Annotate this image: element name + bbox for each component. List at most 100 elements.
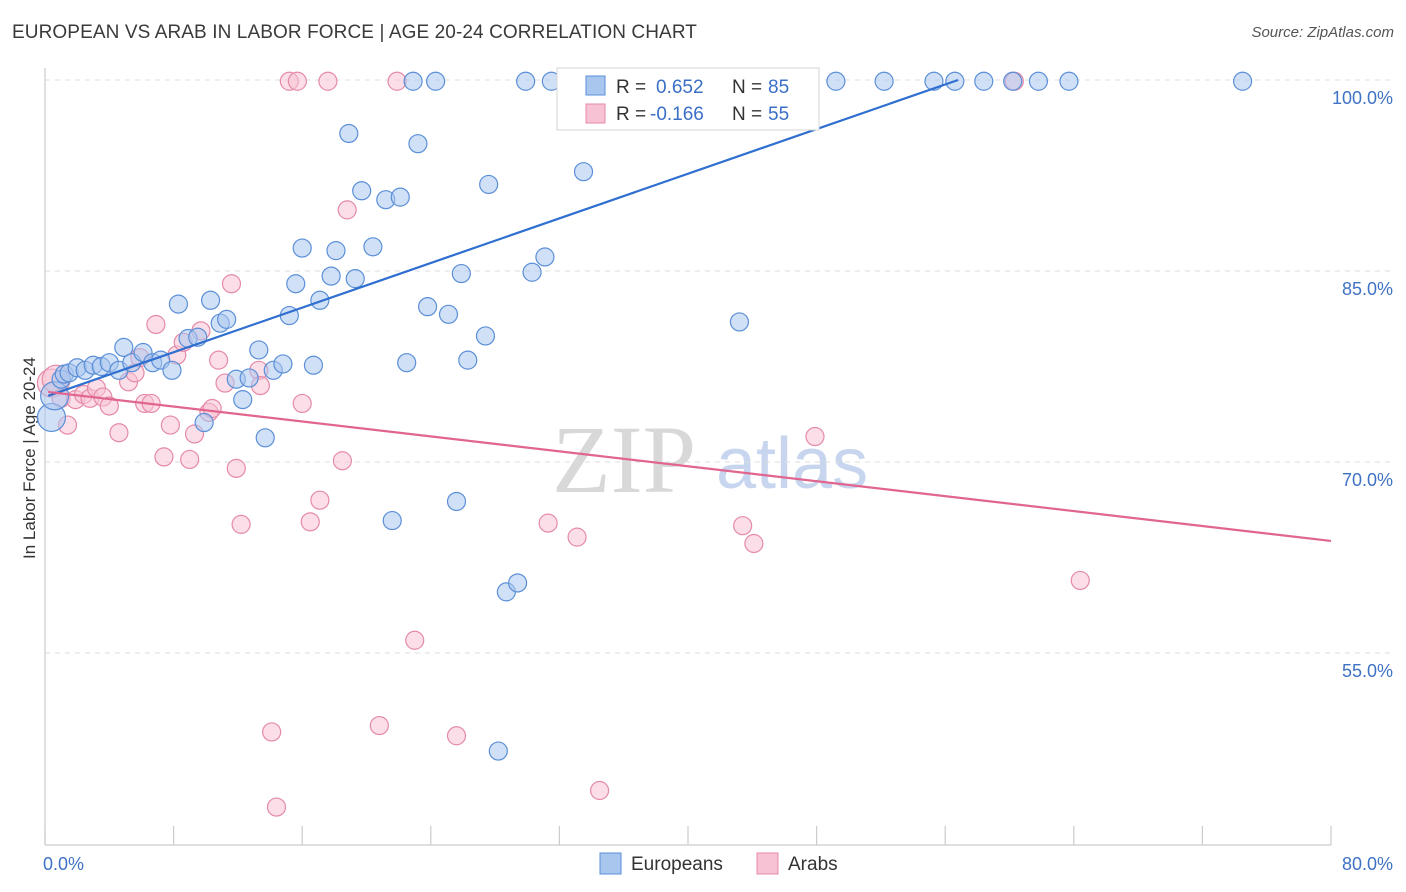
- arab-point: [733, 516, 753, 536]
- european-point: [451, 263, 471, 284]
- arab-point: [209, 350, 229, 370]
- european-point: [417, 297, 438, 317]
- european-point: [239, 368, 259, 388]
- arab-point: [300, 512, 320, 532]
- european-point: [1003, 71, 1023, 91]
- european-point: [303, 355, 324, 375]
- legend-bottom-europeans-swatch: [599, 852, 622, 875]
- european-point: [438, 304, 459, 324]
- arab-point: [154, 447, 174, 467]
- european-point: [826, 71, 846, 91]
- y-axis-title: In Labor Force | Age 20-24: [20, 357, 39, 559]
- legend-europeans-r-label: R =: [616, 77, 646, 98]
- european-point: [339, 123, 359, 144]
- european-point: [1232, 71, 1253, 91]
- european-point: [446, 491, 467, 512]
- european-point: [408, 134, 428, 154]
- european-point: [273, 354, 293, 374]
- arab-point: [567, 527, 587, 547]
- european-point: [286, 274, 306, 294]
- european-point: [516, 71, 536, 91]
- european-point: [249, 340, 269, 360]
- arab-point: [231, 514, 251, 534]
- arab-point: [221, 274, 242, 294]
- european-point: [168, 294, 189, 314]
- arab-point: [446, 726, 467, 746]
- trendline-arabs: [48, 390, 1332, 543]
- european-point: [310, 290, 330, 310]
- european-point: [233, 390, 253, 410]
- legend-europeans-swatch: [585, 75, 606, 96]
- legend-arabs-r-label: R =: [616, 104, 646, 125]
- european-point: [522, 262, 542, 282]
- arab-point: [589, 780, 610, 801]
- arab-point: [318, 71, 338, 91]
- legend-europeans-r-value: 0.652: [656, 77, 704, 98]
- arab-point: [744, 533, 764, 554]
- european-point: [397, 353, 417, 373]
- european-point: [382, 510, 402, 531]
- european-point: [352, 181, 372, 201]
- legend-arabs-n-value: 55: [768, 104, 789, 125]
- source-label: Source: ZipAtlas.com: [1251, 24, 1394, 41]
- arab-point: [262, 722, 282, 742]
- arab-point: [369, 715, 389, 736]
- arab-point: [109, 423, 129, 443]
- legend-series: Europeans Arabs: [599, 852, 838, 875]
- arab-point: [805, 426, 825, 447]
- european-point: [403, 71, 423, 91]
- y-tick-label-55: 55.0%: [1342, 661, 1393, 681]
- legend-arabs-n-label: N =: [732, 104, 762, 125]
- legend-stats: R = 0.652 N = 85 R = -0.166 N = 55: [556, 67, 820, 131]
- european-point: [1059, 71, 1079, 91]
- legend-arabs-swatch: [585, 103, 606, 124]
- european-point: [363, 237, 383, 257]
- arab-point: [180, 449, 200, 470]
- arab-point: [332, 451, 352, 471]
- european-point: [292, 238, 312, 258]
- european-point: [573, 162, 594, 182]
- arab-point: [266, 797, 287, 817]
- european-point: [535, 247, 555, 267]
- legend-europeans-n-label: N =: [732, 77, 762, 98]
- arab-point: [226, 458, 246, 478]
- trendlines: [47, 78, 1332, 543]
- european-point: [426, 71, 446, 91]
- arab-point: [146, 314, 166, 335]
- trendline-europeans: [47, 78, 959, 397]
- european-point: [321, 266, 341, 286]
- y-tick-label-85: 85.0%: [1342, 279, 1393, 299]
- european-point: [255, 428, 275, 448]
- european-point: [479, 174, 499, 195]
- legend-europeans-n-value: 85: [768, 77, 789, 98]
- arab-point: [292, 393, 312, 414]
- european-point: [475, 326, 496, 346]
- x-tick-label-80: 80.0%: [1342, 854, 1393, 874]
- arab-point: [1070, 570, 1090, 591]
- european-point: [114, 337, 134, 357]
- watermark-atlas: atlas: [716, 424, 868, 504]
- european-point: [458, 350, 478, 370]
- european-point: [345, 269, 365, 289]
- european-point: [217, 309, 237, 329]
- arab-point: [387, 71, 407, 91]
- y-tick-label-100: 100.0%: [1332, 88, 1393, 108]
- x-axis-ticks: [44, 826, 1332, 845]
- gridlines: [45, 79, 1392, 654]
- arab-point: [99, 396, 119, 416]
- european-point: [200, 290, 221, 310]
- european-point: [508, 573, 528, 593]
- x-tick-label-0: 0.0%: [43, 854, 84, 874]
- y-tick-labels: 100.0% 85.0% 70.0% 55.0%: [1332, 88, 1393, 681]
- legend-bottom-europeans-label: Europeans: [631, 854, 723, 875]
- european-point: [974, 71, 994, 91]
- european-point: [194, 412, 214, 433]
- y-tick-label-70: 70.0%: [1342, 470, 1393, 490]
- european-point: [488, 741, 508, 761]
- arab-point: [287, 71, 307, 91]
- european-point: [326, 241, 346, 261]
- legend-bottom-arabs-swatch: [756, 852, 779, 875]
- european-point: [874, 71, 894, 91]
- european-point: [162, 360, 182, 380]
